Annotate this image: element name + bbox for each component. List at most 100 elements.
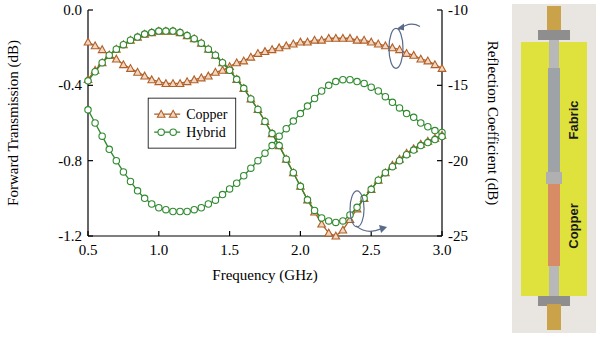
series-marker xyxy=(84,38,92,45)
series-marker xyxy=(268,130,276,137)
legend-box xyxy=(148,98,236,148)
series-marker xyxy=(163,28,169,34)
series-marker xyxy=(212,52,218,58)
series-marker xyxy=(375,177,381,183)
series-marker xyxy=(410,147,416,153)
indicator-ellipse xyxy=(389,28,403,68)
series-marker xyxy=(353,36,361,43)
series-marker xyxy=(106,52,112,58)
series-marker xyxy=(290,170,296,176)
y2-axis-title: Reflection Coefficient (dB) xyxy=(484,41,501,206)
series-marker xyxy=(268,46,276,53)
series-marker xyxy=(354,204,360,210)
x-tick xyxy=(300,231,301,236)
series-marker xyxy=(389,44,397,51)
series-marker xyxy=(120,61,128,68)
series-marker xyxy=(332,34,340,41)
series-marker xyxy=(360,36,368,43)
series-marker xyxy=(304,103,310,109)
series-marker xyxy=(403,50,411,57)
series-marker xyxy=(340,218,346,224)
series-marker xyxy=(254,50,262,57)
series-marker xyxy=(311,36,319,43)
series-marker xyxy=(382,170,388,176)
series-marker xyxy=(163,206,169,212)
photo-label-copper: Copper xyxy=(566,203,581,249)
prototype-photo: Fabric Copper xyxy=(512,4,596,333)
series-marker xyxy=(431,61,439,68)
connector xyxy=(547,304,561,330)
series-line xyxy=(88,31,442,236)
y-tick-label: -0.8 xyxy=(58,153,82,169)
series-marker xyxy=(269,142,275,148)
series-marker xyxy=(197,74,205,81)
y-tick-label: -1.2 xyxy=(58,228,82,244)
series-marker xyxy=(92,120,98,126)
series-marker xyxy=(198,205,204,211)
series-marker xyxy=(113,157,119,163)
series-marker xyxy=(127,65,135,72)
series-group xyxy=(84,27,446,239)
series-marker xyxy=(255,106,261,112)
series-marker xyxy=(120,169,126,175)
series-marker xyxy=(276,142,282,148)
series-marker xyxy=(318,36,326,43)
series-marker xyxy=(389,163,395,169)
x-tick xyxy=(87,231,88,236)
series-marker xyxy=(254,106,262,113)
x-tick xyxy=(158,231,159,236)
series-marker xyxy=(162,27,170,34)
series-marker xyxy=(91,42,99,49)
series-marker xyxy=(247,95,255,102)
series-marker xyxy=(282,42,290,49)
series-marker xyxy=(241,173,247,179)
series-marker xyxy=(148,76,156,83)
series-marker xyxy=(212,197,218,203)
series-marker xyxy=(275,142,283,149)
series-marker xyxy=(283,125,289,131)
series-marker xyxy=(127,37,133,43)
indicator-arrow xyxy=(356,226,381,231)
connector xyxy=(547,6,561,32)
series-marker xyxy=(127,178,133,184)
series-marker xyxy=(149,29,155,35)
x-tick-label: 1.0 xyxy=(149,242,168,258)
x-tick-label: 2.0 xyxy=(291,242,310,258)
series-marker xyxy=(304,196,312,203)
series-marker xyxy=(177,29,183,35)
legend-line xyxy=(154,113,180,114)
series-marker xyxy=(340,76,346,82)
series-marker xyxy=(183,32,191,39)
series-marker xyxy=(176,29,184,36)
series-marker xyxy=(233,76,239,82)
series-marker xyxy=(141,72,149,79)
series-marker xyxy=(170,208,176,214)
series-marker xyxy=(155,78,163,85)
x-tick xyxy=(441,231,442,236)
series-marker xyxy=(183,78,191,85)
series-marker xyxy=(276,133,282,139)
series-marker xyxy=(410,51,418,58)
series-marker xyxy=(113,46,119,52)
series-marker xyxy=(290,40,298,47)
series-marker xyxy=(127,36,135,43)
series-marker xyxy=(261,118,269,125)
series-marker xyxy=(134,34,140,40)
series-marker xyxy=(149,201,155,207)
series-marker xyxy=(418,120,424,126)
series-marker xyxy=(374,40,382,47)
series-marker xyxy=(396,157,402,163)
connector-pin xyxy=(549,40,559,68)
series-group xyxy=(85,76,445,214)
series-marker xyxy=(389,99,395,105)
photo-label-fabric: Fabric xyxy=(566,100,581,139)
series-marker xyxy=(241,85,247,91)
series-marker xyxy=(156,28,162,34)
series-marker xyxy=(190,35,198,42)
series-marker xyxy=(361,80,367,86)
series-marker xyxy=(190,76,198,83)
series-marker xyxy=(339,34,347,41)
series-marker xyxy=(134,68,142,75)
series-marker xyxy=(113,45,121,52)
series-marker xyxy=(212,68,220,75)
